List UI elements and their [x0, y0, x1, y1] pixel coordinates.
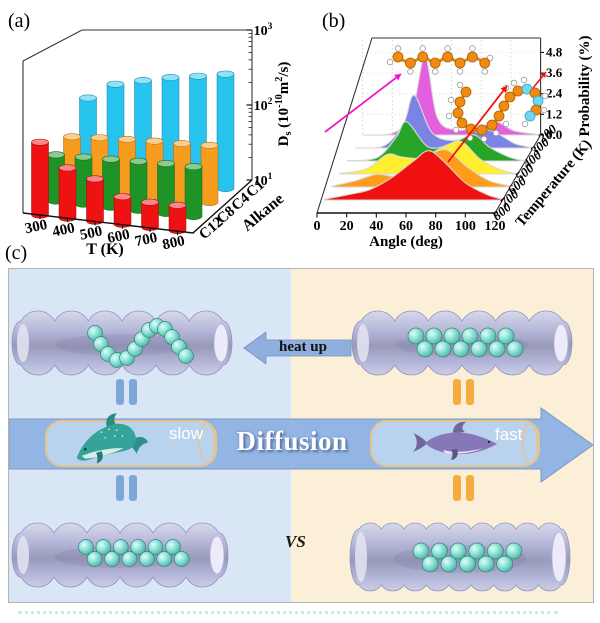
- straight-chain-bottom-right: [412, 542, 523, 573]
- svg-text:101: 101: [254, 172, 273, 189]
- svg-text:Ds (10-10m2/s): Ds (10-10m2/s): [274, 62, 294, 147]
- equals-icon: [116, 475, 137, 501]
- panel-c-label: (c): [5, 242, 28, 264]
- svg-text:60: 60: [399, 219, 413, 234]
- equals-icon: [453, 475, 474, 501]
- equals-bar: [466, 379, 474, 405]
- svg-text:300: 300: [24, 217, 49, 237]
- bar3d-chart: 101 102 103 Ds (10-10m2/s) 300 400 500 600 700 80…: [22, 22, 294, 258]
- svg-text:Probability (%): Probability (%): [577, 36, 593, 137]
- svg-text:120: 120: [485, 219, 506, 234]
- equals-bar: [466, 475, 474, 501]
- svg-text:4.8: 4.8: [546, 44, 563, 59]
- panel-b-label: (b): [322, 10, 346, 32]
- equals-bar: [453, 379, 461, 405]
- fast-dolphin-icon: [413, 421, 497, 460]
- equals-icon: [453, 379, 474, 405]
- coiled-chain-top-left: [87, 318, 194, 368]
- svg-text:2.4: 2.4: [546, 86, 563, 101]
- heat-up-label: heat up: [279, 339, 327, 355]
- ridge-700K: [324, 150, 504, 201]
- bar-C8-800K: [184, 163, 203, 220]
- bar-C12-800K: [168, 201, 187, 234]
- slow-dolphin-icon: [76, 413, 149, 464]
- nanotube-bottom-left: [11, 522, 229, 588]
- svg-text:80: 80: [429, 219, 443, 234]
- straight-chain-top-right: [407, 327, 524, 358]
- schematic-panel: heat up Diffusion slow fast VS: [8, 268, 594, 603]
- equals-bar: [129, 475, 137, 501]
- svg-text:102: 102: [254, 97, 273, 114]
- schematic-graphics: [9, 310, 593, 592]
- svg-text:100: 100: [455, 219, 476, 234]
- slow-label: slow: [169, 424, 204, 443]
- diffusion-label: Diffusion: [236, 426, 348, 456]
- svg-text:40: 40: [369, 219, 383, 234]
- svg-text:600: 600: [106, 227, 131, 247]
- equals-bar: [116, 379, 124, 405]
- bar-C12-400K: [58, 164, 77, 222]
- coiled-alkane-molecule: [445, 76, 549, 143]
- svg-text:103: 103: [254, 22, 273, 39]
- nanotube-top-left: [11, 310, 233, 376]
- svg-text:500: 500: [79, 223, 104, 243]
- svg-text:0: 0: [314, 219, 321, 234]
- bar-C12-700K: [141, 198, 159, 231]
- bar-C12-300K: [31, 138, 49, 219]
- bar-C12-500K: [86, 175, 104, 225]
- panel-a-label: (a): [8, 10, 31, 32]
- equals-bar: [116, 475, 124, 501]
- vs-label: VS: [285, 532, 306, 551]
- svg-text:Angle (deg): Angle (deg): [369, 234, 443, 250]
- equals-bar: [129, 379, 137, 405]
- fast-label: fast: [495, 425, 523, 444]
- bar-C4-800K: [200, 141, 219, 206]
- equals-icon: [116, 379, 137, 405]
- svg-text:0.0: 0.0: [546, 127, 562, 142]
- svg-text:3.6: 3.6: [546, 65, 563, 80]
- equals-bar: [453, 475, 461, 501]
- svg-text:20: 20: [340, 219, 354, 234]
- svg-text:700: 700: [134, 230, 159, 250]
- caption-artifact: [18, 611, 558, 614]
- ridgeline-chart: 0 20 40 60 80 100 120 Angle (deg) 0.0 1.2 2.4 3.6 4.…: [314, 36, 596, 250]
- svg-text:800: 800: [161, 233, 186, 253]
- svg-text:T (K): T (K): [86, 241, 123, 258]
- bar-C1-800K: [216, 70, 235, 192]
- bar-C12-600K: [113, 193, 132, 228]
- svg-text:1.2: 1.2: [546, 106, 562, 121]
- heat-up-arrow: [243, 331, 352, 365]
- straight-alkane-molecule: [386, 45, 494, 75]
- straight-chain-bottom-left: [78, 539, 190, 567]
- svg-text:400: 400: [51, 220, 76, 240]
